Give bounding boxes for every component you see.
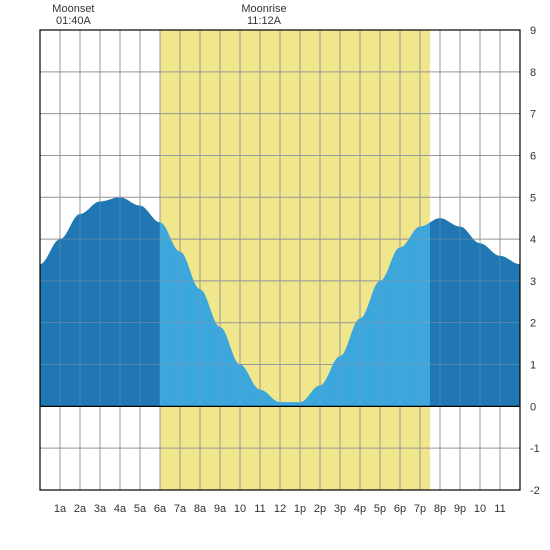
y-tick-label: 1 <box>530 360 536 372</box>
y-tick-label: 8 <box>530 67 536 79</box>
x-tick-label: 9p <box>454 503 466 515</box>
x-tick-label: 1a <box>54 503 67 515</box>
y-tick-label: -1 <box>530 443 540 455</box>
y-tick-label: 2 <box>530 318 536 330</box>
y-tick-label: 7 <box>530 109 536 121</box>
y-tick-label: 9 <box>530 25 536 37</box>
tide-chart: 1a2a3a4a5a6a7a8a9a1011121p2p3p4p5p6p7p8p… <box>0 0 550 550</box>
x-tick-label: 5p <box>374 503 386 515</box>
x-tick-label: 1p <box>294 503 306 515</box>
annotation-label-0: Moonset <box>52 3 94 15</box>
x-tick-label: 11 <box>494 503 505 515</box>
y-tick-label: 3 <box>530 276 536 288</box>
x-tick-label: 7a <box>174 503 187 515</box>
chart-svg: 1a2a3a4a5a6a7a8a9a1011121p2p3p4p5p6p7p8p… <box>0 0 550 550</box>
x-tick-label: 5a <box>134 503 147 515</box>
y-tick-label: 5 <box>530 192 536 204</box>
x-tick-label: 6a <box>154 503 167 515</box>
annotation-label-1: Moonrise <box>241 3 286 15</box>
y-tick-label: 6 <box>530 150 536 162</box>
x-tick-label: 6p <box>394 503 406 515</box>
annotation-time-1: 11:12A <box>247 15 282 27</box>
x-tick-label: 10 <box>474 503 486 515</box>
y-tick-label: 4 <box>530 234 536 246</box>
y-tick-label: -2 <box>530 485 540 497</box>
x-tick-label: 4p <box>354 503 366 515</box>
x-tick-label: 3p <box>334 503 346 515</box>
x-tick-label: 8a <box>194 503 207 515</box>
annotation-time-0: 01:40A <box>56 15 92 27</box>
y-tick-label: 0 <box>530 401 536 413</box>
x-tick-label: 12 <box>274 503 286 515</box>
x-tick-label: 7p <box>414 503 426 515</box>
x-tick-label: 10 <box>234 503 246 515</box>
x-tick-label: 3a <box>94 503 107 515</box>
x-tick-label: 8p <box>434 503 446 515</box>
x-tick-label: 11 <box>254 503 265 515</box>
x-tick-label: 4a <box>114 503 127 515</box>
x-tick-label: 9a <box>214 503 227 515</box>
x-tick-label: 2p <box>314 503 326 515</box>
x-tick-label: 2a <box>74 503 87 515</box>
